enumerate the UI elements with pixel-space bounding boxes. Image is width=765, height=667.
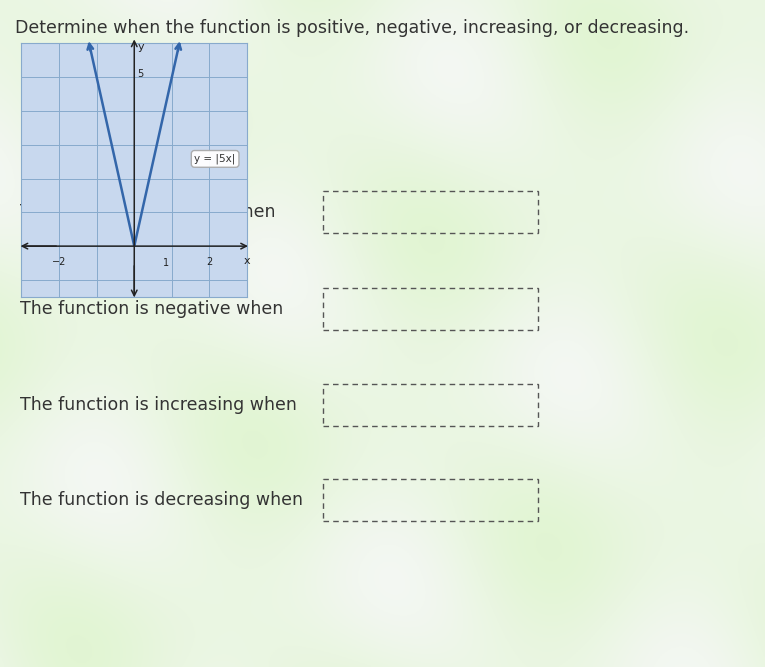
Bar <box>323 191 538 233</box>
Text: y: y <box>138 42 145 52</box>
Text: y = |5x|: y = |5x| <box>194 153 236 164</box>
Text: The function is positive when: The function is positive when <box>20 203 275 221</box>
Bar <box>323 479 538 521</box>
Text: 2: 2 <box>207 257 213 267</box>
Text: 1: 1 <box>163 258 169 268</box>
Bar <box>323 384 538 426</box>
Text: −2: −2 <box>52 257 67 267</box>
Text: The function is increasing when: The function is increasing when <box>20 396 297 414</box>
Text: Determine when the function is positive, negative, increasing, or decreasing.: Determine when the function is positive,… <box>15 19 689 37</box>
Text: The function is negative when: The function is negative when <box>20 300 283 318</box>
Text: The function is decreasing when: The function is decreasing when <box>20 491 303 509</box>
Text: x: x <box>244 256 250 266</box>
Bar <box>323 288 538 330</box>
Text: 5: 5 <box>138 69 144 79</box>
